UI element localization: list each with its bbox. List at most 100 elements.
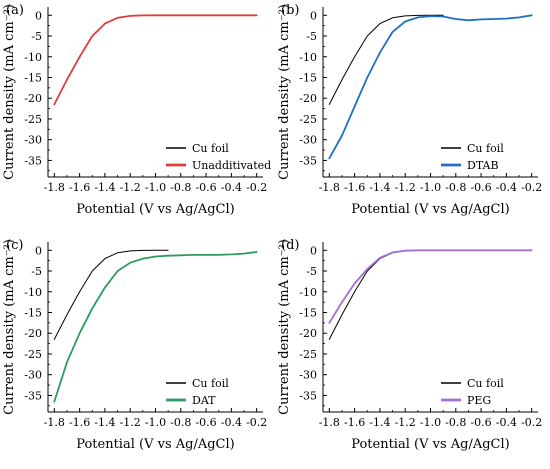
legend-entry: DTAB	[467, 159, 499, 172]
x-tick-label: -0.4	[496, 181, 517, 194]
panel-label: (a)	[6, 3, 24, 18]
series-line-2	[328, 14, 533, 160]
x-tick-label: -0.2	[521, 416, 542, 429]
y-tick-label: -5	[306, 265, 317, 278]
x-tick-label: -1.6	[69, 416, 90, 429]
x-tick-label: -1.8	[319, 416, 340, 429]
y-tick-label: -25	[24, 348, 42, 361]
y-axis-label: Current density (mA cm⁻²)	[277, 239, 292, 415]
series-line-1	[328, 14, 444, 105]
legend-entry: Cu foil	[192, 377, 229, 390]
x-tick-label: -1.4	[94, 181, 115, 194]
y-tick-label: -35	[24, 389, 42, 402]
y-tick-label: -25	[299, 113, 317, 126]
series-line-1	[53, 249, 169, 340]
series-line-1	[53, 14, 169, 105]
legend-entry: PEG	[467, 394, 491, 407]
y-tick-label: 0	[310, 244, 317, 257]
x-tick-label: -1.0	[145, 181, 166, 194]
x-tick-label: -1.8	[44, 181, 65, 194]
chart-panel-1: (a) 0 -5 -10 -15 -20 -25 -30 -35 -1.8 -1.6 -1.4 -1.2…	[2, 3, 271, 217]
y-tick-label: -25	[24, 113, 42, 126]
legend-entry: DAT	[192, 394, 216, 407]
x-tick-label: -0.2	[246, 181, 267, 194]
y-tick-label: -15	[24, 71, 42, 84]
x-tick-label: -1.2	[120, 416, 141, 429]
y-tick-label: -10	[299, 51, 317, 64]
x-axis-label: Potential (V vs Ag/AgCl)	[76, 202, 234, 217]
y-tick-label: -35	[299, 389, 317, 402]
y-tick-label: -15	[299, 71, 317, 84]
x-tick-label: -1.6	[69, 181, 90, 194]
x-tick-label: -1.4	[94, 416, 115, 429]
y-tick-label: -30	[24, 134, 42, 147]
y-axis-label: Current density (mA cm⁻²)	[2, 4, 17, 180]
x-tick-label: -1.2	[395, 416, 416, 429]
x-tick-label: -1.4	[369, 416, 390, 429]
y-tick-label: -20	[299, 327, 317, 340]
y-tick-label: -35	[299, 154, 317, 167]
y-tick-label: -10	[24, 51, 42, 64]
legend-entry: Cu foil	[467, 142, 504, 155]
chart-panel-2: (b) 0 -5 -10 -15 -20 -25 -30 -35 -1.8 -1.6 -1.4 -1.2…	[277, 3, 542, 217]
y-tick-label: 0	[35, 244, 42, 257]
x-tick-label: -0.8	[445, 416, 466, 429]
series-line-2	[53, 14, 258, 106]
series-line-2	[53, 251, 258, 403]
x-tick-label: -1.2	[395, 181, 416, 194]
y-tick-label: -35	[24, 154, 42, 167]
x-tick-label: -0.4	[496, 416, 517, 429]
x-tick-label: -1.4	[369, 181, 390, 194]
x-tick-label: -0.8	[170, 181, 191, 194]
y-tick-label: -5	[31, 30, 42, 43]
x-tick-label: -0.4	[221, 416, 242, 429]
x-tick-label: -1.8	[44, 416, 65, 429]
x-tick-label: -1.0	[420, 416, 441, 429]
x-axis-label: Potential (V vs Ag/AgCl)	[351, 202, 509, 217]
y-axis-label: Current density (mA cm⁻²)	[277, 4, 292, 180]
x-tick-label: -0.6	[470, 416, 491, 429]
y-tick-label: -30	[24, 369, 42, 382]
y-tick-label: -5	[306, 30, 317, 43]
panel-label: (b)	[281, 3, 299, 18]
y-tick-label: -10	[24, 286, 42, 299]
x-tick-label: -0.6	[470, 181, 491, 194]
x-tick-label: -0.8	[445, 181, 466, 194]
y-tick-label: -10	[299, 286, 317, 299]
x-tick-label: -0.2	[521, 181, 542, 194]
y-tick-label: 0	[35, 9, 42, 22]
panel-label: (c)	[6, 238, 23, 253]
legend-entry: Cu foil	[192, 142, 229, 155]
x-tick-label: -1.2	[120, 181, 141, 194]
y-tick-label: -20	[24, 92, 42, 105]
x-tick-label: -0.4	[221, 181, 242, 194]
x-tick-label: -0.8	[170, 416, 191, 429]
panel-label: (d)	[281, 238, 299, 253]
x-axis-label: Potential (V vs Ag/AgCl)	[76, 437, 234, 452]
y-tick-label: -25	[299, 348, 317, 361]
x-tick-label: -1.8	[319, 181, 340, 194]
y-tick-label: -20	[24, 327, 42, 340]
y-tick-label: 0	[310, 9, 317, 22]
series-line-2	[328, 249, 533, 324]
x-tick-label: -0.6	[195, 416, 216, 429]
y-tick-label: -5	[31, 265, 42, 278]
chart-panel-3: (c) 0 -5 -10 -15 -20 -25 -30 -35 -1.8 -1.6 -1.4 -1.2…	[2, 238, 267, 452]
y-tick-label: -30	[299, 134, 317, 147]
chart-panel-4: (d) 0 -5 -10 -15 -20 -25 -30 -35 -1.8 -1.6 -1.4 -1.2…	[277, 238, 542, 452]
y-axis-label: Current density (mA cm⁻²)	[2, 239, 17, 415]
legend-entry: Unadditivated	[192, 159, 271, 172]
x-tick-label: -1.0	[145, 416, 166, 429]
x-tick-label: -0.6	[195, 181, 216, 194]
y-tick-label: -30	[299, 369, 317, 382]
x-tick-label: -1.6	[344, 181, 365, 194]
x-axis-label: Potential (V vs Ag/AgCl)	[351, 437, 509, 452]
legend-entry: Cu foil	[467, 377, 504, 390]
x-tick-label: -1.0	[420, 181, 441, 194]
y-tick-label: -20	[299, 92, 317, 105]
y-tick-label: -15	[299, 306, 317, 319]
y-tick-label: -15	[24, 306, 42, 319]
x-tick-label: -0.2	[246, 416, 267, 429]
x-tick-label: -1.6	[344, 416, 365, 429]
